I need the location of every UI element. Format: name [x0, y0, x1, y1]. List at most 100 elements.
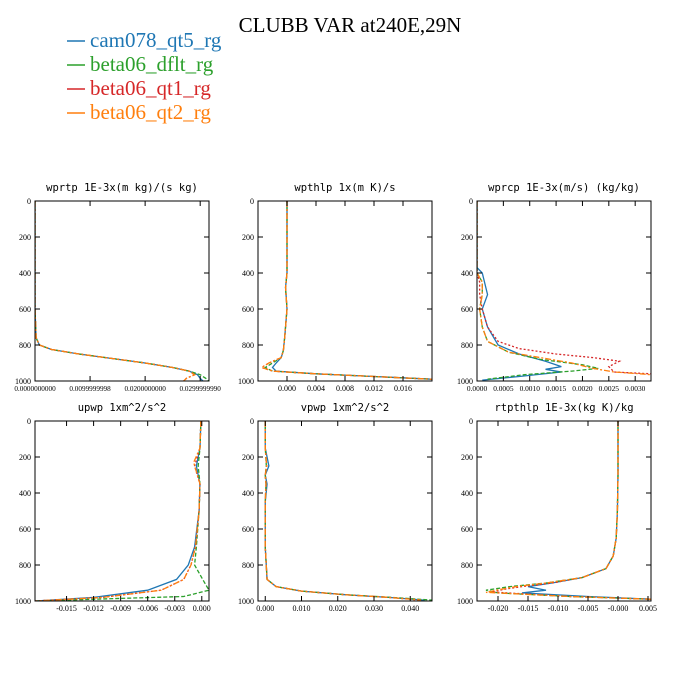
y-tick-label: 200	[19, 453, 31, 462]
x-tick-label: -0.006	[137, 604, 158, 613]
series-line-beta06_qt2_rg	[35, 201, 197, 381]
x-tick-label: 0.010	[293, 604, 311, 613]
x-tick-label: 0.0200000000	[124, 385, 166, 393]
x-tick-label: 0.0015	[546, 384, 567, 393]
series-line-beta06_qt2_rg	[260, 201, 432, 380]
x-tick-label: -0.005	[578, 604, 599, 613]
y-tick-label: 0	[469, 417, 473, 426]
x-tick-label: 0.0020	[572, 384, 593, 393]
series-line-beta06_qt2_rg	[477, 201, 651, 376]
x-tick-label: -0.020	[488, 604, 509, 613]
y-tick-label: 1000	[457, 377, 473, 386]
x-tick-label: 0.040	[401, 604, 419, 613]
panel-0: wprtp 1E-3x(m kg)/(s kg) 0 200 400 600 800 100…	[14, 182, 221, 393]
panel-title-4: vpwp 1xm^2/s^2	[301, 402, 390, 414]
plot-area-1	[260, 201, 432, 380]
x-tick-label: -0.010	[548, 604, 569, 613]
x-tick-label: 0.000	[256, 604, 274, 613]
y-tick-label: 400	[19, 489, 31, 498]
y-tick-label: 600	[242, 525, 254, 534]
y-tick-label: 1000	[238, 377, 254, 386]
y-tick-label: 200	[242, 453, 254, 462]
series-line-beta06_qt2_rg	[485, 421, 651, 600]
plot-area-2	[477, 201, 651, 381]
y-tick-label: 800	[461, 341, 473, 350]
y-tick-label: 800	[19, 341, 31, 350]
panel-5: rtpthlp 1E-3x(kg K)/kg 0 200 400 600 800 1000 -…	[457, 402, 657, 613]
y-tick-label: 800	[242, 341, 254, 350]
y-tick-label: 400	[461, 269, 473, 278]
series-line-beta06_qt2_rg	[264, 421, 422, 601]
y-tick-label: 600	[19, 525, 31, 534]
plot-area-5	[485, 421, 651, 600]
x-tick-label: 0.0005	[493, 384, 514, 393]
y-tick-label: 400	[461, 489, 473, 498]
x-tick-label: -0.009	[110, 604, 131, 613]
x-tick-label: -0.000	[608, 604, 629, 613]
legend: cam078_qt5_rgbeta06_dflt_rgbeta06_qt1_rg…	[67, 28, 222, 124]
x-tick-label: 0.000	[193, 604, 211, 613]
x-tick-label: -0.012	[83, 604, 104, 613]
y-tick-label: 0	[250, 197, 254, 206]
x-tick-label: 0.0030	[625, 384, 646, 393]
x-tick-label: 0.0099999998	[69, 385, 111, 393]
y-tick-label: 400	[19, 269, 31, 278]
panel-2: wprcp 1E-3x(m/s) (kg/kg) 0 200 400 600 800 100…	[457, 182, 652, 393]
legend-label-beta06_qt2_rg: beta06_qt2_rg	[90, 100, 211, 124]
y-tick-label: 0	[27, 417, 31, 426]
x-tick-label: 0.0010	[520, 384, 541, 393]
y-tick-label: 600	[19, 305, 31, 314]
y-tick-label: 1000	[457, 597, 473, 606]
panel-title-2: wprcp 1E-3x(m/s) (kg/kg)	[488, 182, 640, 194]
y-tick-label: 1000	[238, 597, 254, 606]
x-tick-label: -0.015	[518, 604, 539, 613]
panel-frame-4	[257, 420, 433, 602]
x-tick-label: 0.012	[365, 384, 383, 393]
y-tick-label: 0	[469, 197, 473, 206]
panel-1: wpthlp 1x(m K)/s 0 200 400 600 800 1000 0.000 0.…	[238, 182, 433, 393]
x-tick-label: 0.016	[394, 384, 412, 393]
panel-3: upwp 1xm^2/s^2 0 200 400 600 800 1000 -0.015 -0.…	[15, 402, 211, 613]
panel-frame-5	[476, 420, 652, 602]
panel-title-3: upwp 1xm^2/s^2	[78, 402, 167, 414]
x-tick-label: 0.0000000000	[14, 385, 56, 393]
x-tick-label: 0.008	[336, 384, 354, 393]
x-tick-label: 0.0000	[467, 384, 488, 393]
x-tick-label: 0.005	[639, 604, 657, 613]
y-tick-label: 800	[461, 561, 473, 570]
y-tick-label: 400	[242, 269, 254, 278]
x-tick-label: 0.0299999990	[180, 385, 222, 393]
y-tick-label: 800	[19, 561, 31, 570]
plot-area-4	[264, 421, 432, 601]
series-line-beta06_dflt_rg	[35, 421, 209, 601]
panel-frame-2	[476, 200, 652, 382]
x-tick-label: -0.003	[164, 604, 185, 613]
series-line-beta06_qt2_rg	[35, 421, 202, 601]
x-tick-label: 0.020	[329, 604, 347, 613]
legend-label-beta06_qt1_rg: beta06_qt1_rg	[90, 76, 211, 100]
y-tick-label: 600	[242, 305, 254, 314]
plot-area-0	[35, 201, 209, 381]
panels: wprtp 1E-3x(m kg)/(s kg) 0 200 400 600 800 100…	[14, 182, 657, 613]
panel-title-1: wpthlp 1x(m K)/s	[294, 182, 395, 194]
y-tick-label: 400	[242, 489, 254, 498]
y-tick-label: 0	[27, 197, 31, 206]
panel-title-0: wprtp 1E-3x(m kg)/(s kg)	[46, 182, 198, 194]
series-line-beta06_qt1_rg	[477, 201, 651, 375]
y-tick-label: 1000	[15, 377, 31, 386]
x-tick-label: 0.0025	[599, 384, 620, 393]
series-line-cam078_qt5_rg	[35, 421, 202, 601]
y-tick-label: 600	[461, 525, 473, 534]
y-tick-label: 600	[461, 305, 473, 314]
y-tick-label: 0	[250, 417, 254, 426]
panel-frame-3	[34, 420, 210, 602]
x-tick-label: 0.004	[307, 384, 325, 393]
y-tick-label: 800	[242, 561, 254, 570]
y-tick-label: 200	[242, 233, 254, 242]
panel-frame-0	[34, 200, 210, 382]
x-tick-label: -0.015	[56, 604, 77, 613]
y-tick-label: 200	[461, 233, 473, 242]
